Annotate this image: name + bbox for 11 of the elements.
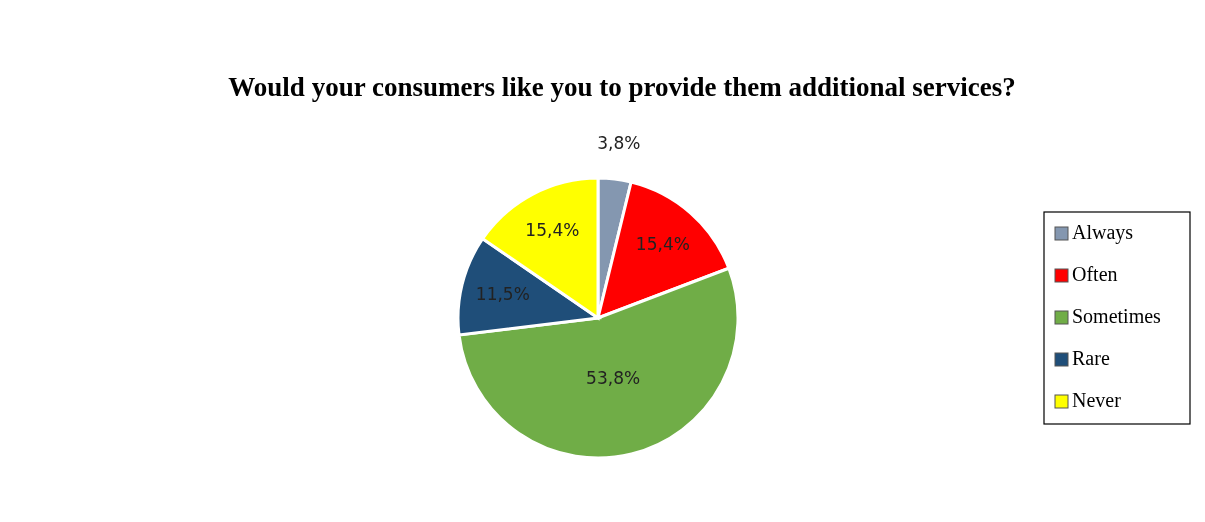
legend-label: Often xyxy=(1072,262,1118,285)
data-label: 3,8% xyxy=(597,133,641,154)
legend-label: Sometimes xyxy=(1072,304,1162,327)
chart-title: Would your consumers like you to provide them additional services? xyxy=(228,72,1016,102)
legend-label: Rare xyxy=(1072,346,1110,369)
legend-label: Never xyxy=(1072,388,1122,411)
legend-label: Always xyxy=(1072,220,1134,244)
data-label: 53,8% xyxy=(586,368,641,389)
data-label: 15,4% xyxy=(525,220,580,241)
data-label: 15,4% xyxy=(635,233,690,254)
data-label: 11,5% xyxy=(475,283,530,304)
